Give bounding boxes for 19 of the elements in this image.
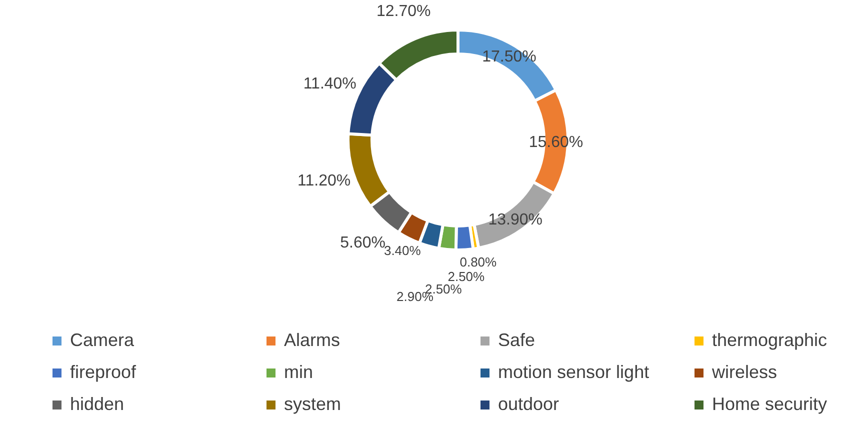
legend-label: thermographic	[712, 330, 828, 350]
data-label: 0.80%	[460, 254, 498, 270]
legend-label: Home security	[712, 394, 828, 414]
data-label: 12.70%	[376, 2, 431, 20]
legend-label: fireproof	[70, 362, 138, 382]
legend-label: hidden	[70, 394, 124, 414]
legend-label: Alarms	[284, 330, 340, 350]
legend-label: min	[284, 362, 314, 382]
legend-label: outdoor	[498, 394, 560, 414]
legend-label: motion sensor light	[498, 362, 650, 382]
legend-label: Camera	[70, 330, 136, 350]
data-label: 11.40%	[303, 76, 356, 93]
data-label: 11.20%	[298, 172, 351, 190]
legend-label: system	[284, 394, 342, 414]
data-label: 3.40%	[384, 242, 422, 258]
legend-label: wireless	[711, 362, 778, 382]
data-label: 5.60%	[340, 234, 386, 252]
legend-label: Safe	[498, 330, 536, 350]
data-label: 2.50%	[448, 268, 486, 284]
